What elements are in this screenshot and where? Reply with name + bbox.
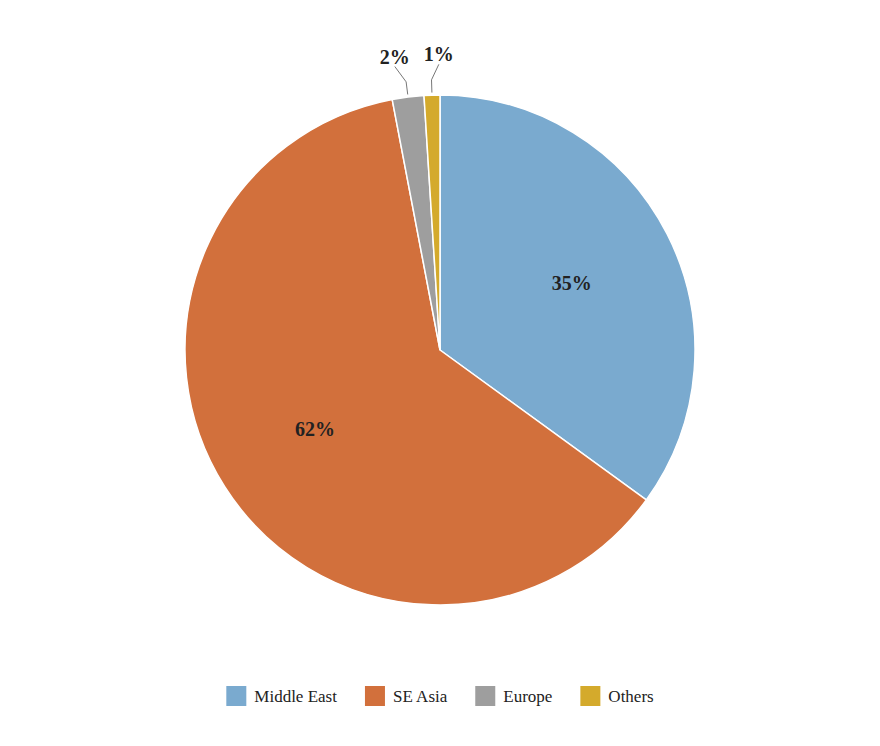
legend-item: Europe — [475, 686, 552, 706]
slices — [185, 95, 695, 605]
legend-item: Middle East — [226, 686, 337, 706]
legend-swatch — [580, 686, 600, 706]
legend-swatch — [475, 686, 495, 706]
data-label: 1% — [424, 43, 454, 65]
data-label: 35% — [552, 272, 592, 294]
leader-line — [395, 67, 406, 82]
pie-slice — [424, 95, 440, 350]
pie-slice — [392, 96, 440, 350]
legend-label: Others — [608, 687, 653, 706]
legend-item: SE Asia — [365, 686, 448, 706]
data-label: 2% — [380, 46, 410, 68]
data-labels: 35% 62% 2% 1% — [295, 43, 592, 440]
legend-swatch — [226, 686, 246, 706]
leader-line — [431, 80, 432, 93]
legend-label: Middle East — [254, 687, 337, 706]
data-label: 62% — [295, 418, 335, 440]
legend-label: SE Asia — [393, 687, 448, 706]
legend: Middle East SE Asia Europe Others — [226, 686, 653, 706]
legend-swatch — [365, 686, 385, 706]
leader-line — [406, 82, 408, 95]
leader-line — [432, 64, 439, 79]
legend-item: Others — [580, 686, 653, 706]
legend-label: Europe — [503, 687, 552, 706]
chart: 35% 62% 2% 1% Middle East SE Asia Europe Others — [0, 0, 880, 746]
